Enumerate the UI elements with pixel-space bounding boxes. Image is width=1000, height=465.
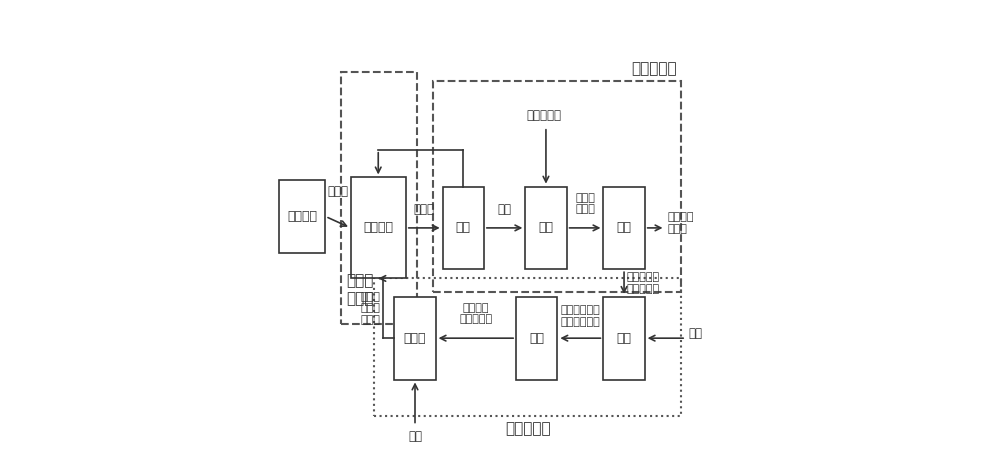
Bar xyxy=(525,186,567,269)
Text: 离心: 离心 xyxy=(456,221,471,234)
Text: 酸性洗脱液: 酸性洗脱液 xyxy=(526,109,561,122)
Text: 碱液: 碱液 xyxy=(688,327,702,340)
Bar xyxy=(394,297,436,379)
Text: 含水率低
的氢氧化物: 含水率低 的氢氧化物 xyxy=(459,303,492,325)
Bar xyxy=(351,177,406,279)
Text: 浓缩后
的回收
混凝剂: 浓缩后 的回收 混凝剂 xyxy=(361,292,381,325)
Bar xyxy=(603,186,645,269)
Bar xyxy=(516,297,557,379)
Text: 离心: 离心 xyxy=(617,221,632,234)
Text: 酸、藻
混合液: 酸、藻 混合液 xyxy=(575,193,595,214)
Text: 微藻培养: 微藻培养 xyxy=(287,210,317,223)
Bar xyxy=(341,72,417,325)
Text: 沉淀: 沉淀 xyxy=(617,332,632,345)
Text: 混凝剂浓缩: 混凝剂浓缩 xyxy=(505,421,550,436)
Bar xyxy=(443,186,484,269)
Bar xyxy=(433,81,681,292)
Text: 酸洗: 酸洗 xyxy=(538,221,553,234)
Text: 浓酸: 浓酸 xyxy=(408,430,422,443)
Text: 混凝剂洗脱: 混凝剂洗脱 xyxy=(631,61,677,76)
Text: 酸中和: 酸中和 xyxy=(404,332,426,345)
Text: 净化后的
生物质: 净化后的 生物质 xyxy=(668,213,694,234)
Text: 回收混凝剂的
氢氧化物沉淀: 回收混凝剂的 氢氧化物沉淀 xyxy=(561,305,600,327)
Bar xyxy=(279,179,325,253)
Text: 混凝剂: 混凝剂 xyxy=(328,185,349,198)
Bar xyxy=(603,297,645,379)
Text: 混凝剂
再利用: 混凝剂 再利用 xyxy=(346,273,373,306)
Text: 藻泥: 藻泥 xyxy=(498,203,512,216)
Text: 含有回收混
凝剂的上清: 含有回收混 凝剂的上清 xyxy=(626,272,659,294)
Text: 离心: 离心 xyxy=(529,332,544,345)
Bar xyxy=(374,279,681,416)
Text: 浓藻液: 浓藻液 xyxy=(414,203,435,216)
Text: 混凝收获: 混凝收获 xyxy=(363,221,393,234)
